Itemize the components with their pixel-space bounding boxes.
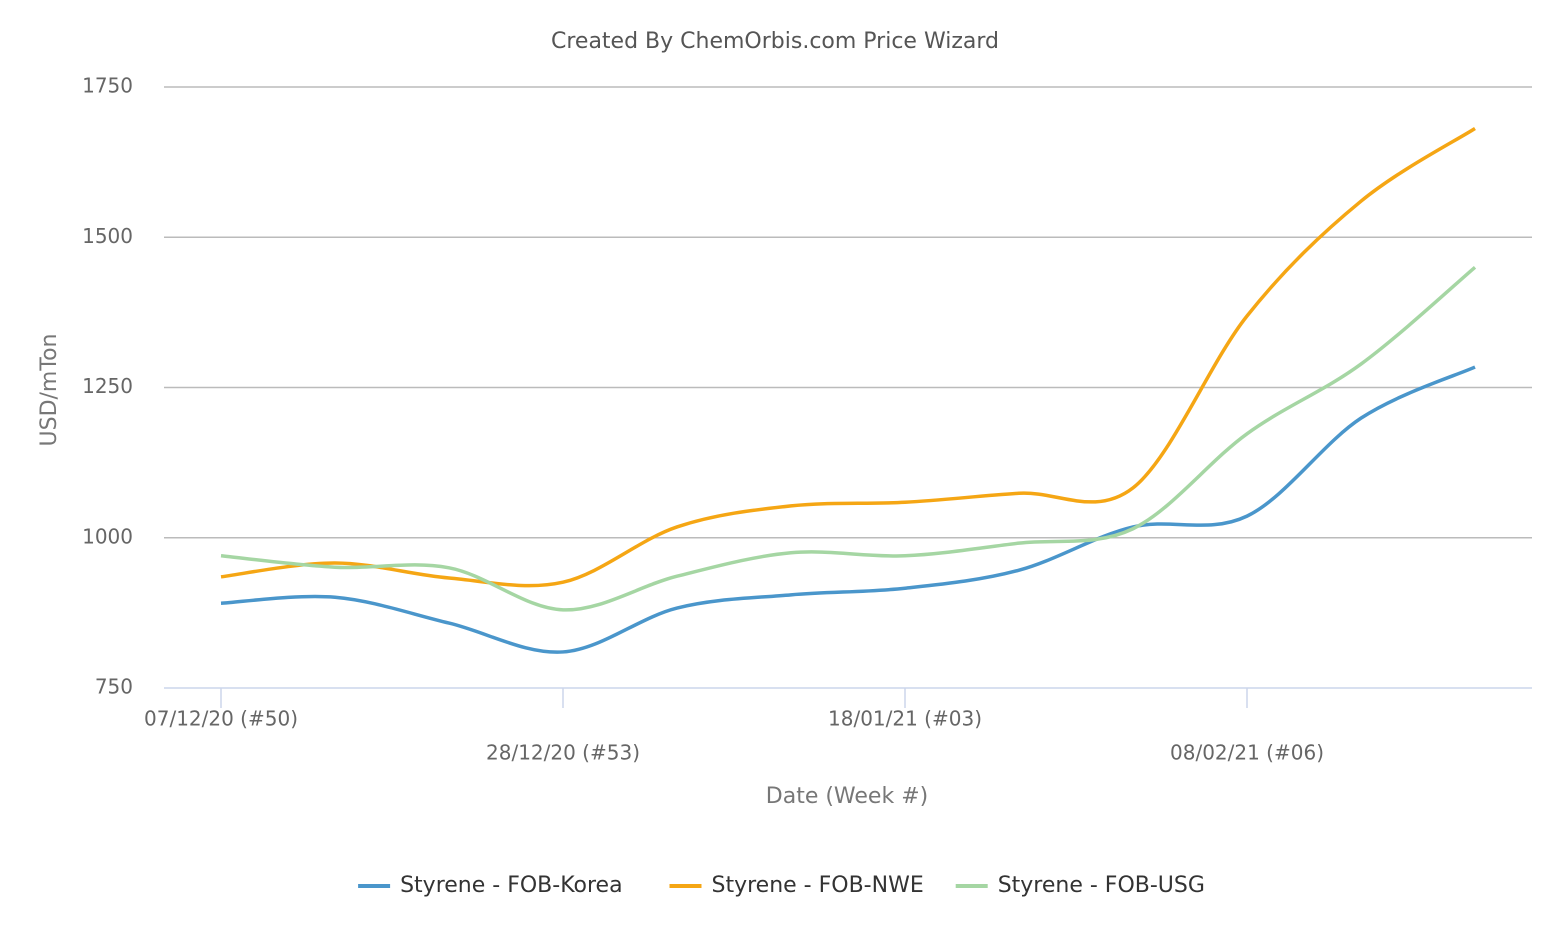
y-tick-label: 1250 bbox=[82, 374, 133, 398]
chart-title: Created By ChemOrbis.com Price Wizard bbox=[551, 29, 999, 54]
x-tick-label: 07/12/20 (#50) bbox=[144, 707, 298, 731]
series-line bbox=[220, 365, 1476, 654]
series-line bbox=[220, 265, 1477, 612]
x-tick-label: 08/02/21 (#06) bbox=[1170, 741, 1324, 765]
legend-label: Styrene - FOB-Korea bbox=[400, 873, 622, 898]
legend-label: Styrene - FOB-NWE bbox=[712, 873, 924, 898]
legend-label: Styrene - FOB-USG bbox=[998, 873, 1205, 898]
y-tick-label: 1750 bbox=[82, 74, 133, 98]
y-tick-label: 1500 bbox=[82, 224, 133, 248]
y-axis-label: USD/mTon bbox=[37, 334, 62, 447]
series-line bbox=[220, 126, 1476, 588]
x-axis-label: Date (Week #) bbox=[766, 784, 928, 809]
x-tick-label: 28/12/20 (#53) bbox=[486, 741, 640, 765]
x-tick-label: 18/01/21 (#03) bbox=[828, 707, 982, 731]
y-tick-label: 1000 bbox=[82, 524, 133, 548]
y-tick-label: 750 bbox=[95, 675, 133, 699]
